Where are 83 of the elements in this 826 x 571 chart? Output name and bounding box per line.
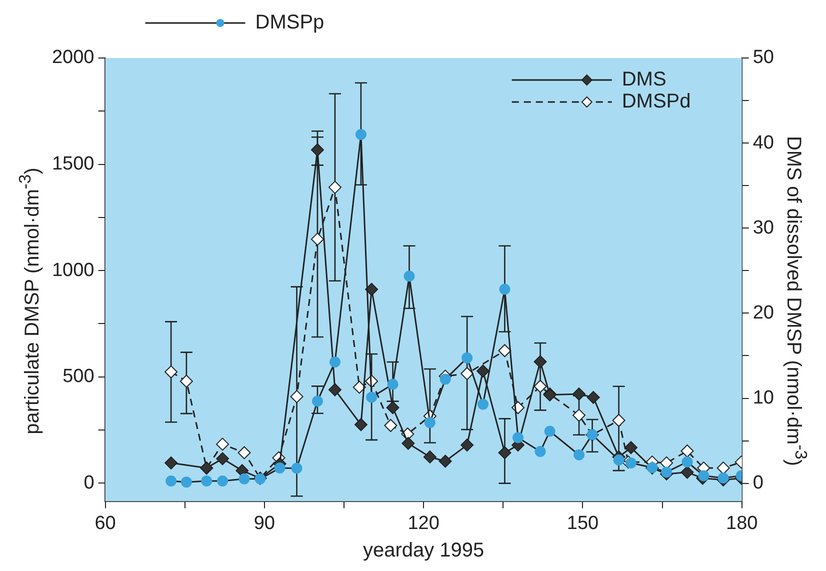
- legend-label: DMS: [622, 68, 666, 91]
- point: [499, 284, 510, 295]
- point: [680, 444, 694, 458]
- point: [328, 180, 342, 194]
- point: [534, 380, 547, 393]
- point: [291, 462, 302, 474]
- point: [440, 374, 451, 385]
- point: [274, 462, 286, 474]
- point: [355, 129, 366, 140]
- point: [387, 378, 398, 390]
- y2-tick-label: 30: [752, 217, 774, 238]
- point: [404, 270, 415, 282]
- point: [164, 365, 178, 378]
- point: [166, 476, 177, 487]
- point: [328, 383, 342, 396]
- point: [384, 418, 398, 432]
- x-tick-label: 180: [726, 512, 758, 534]
- point: [386, 401, 400, 414]
- point: [354, 418, 368, 432]
- point: [180, 374, 193, 388]
- x-tick-label: 60: [94, 512, 116, 534]
- point: [574, 449, 585, 460]
- point: [290, 390, 304, 404]
- y2-tick-label: 20: [752, 302, 774, 324]
- point: [366, 392, 378, 403]
- point: [624, 441, 638, 454]
- point: [238, 446, 251, 460]
- point: [164, 456, 178, 470]
- point: [572, 388, 586, 401]
- point: [586, 390, 600, 404]
- point: [352, 380, 366, 394]
- x-tick-label: 120: [408, 512, 440, 534]
- point: [180, 476, 192, 488]
- point: [424, 417, 436, 428]
- point: [310, 143, 324, 156]
- point: [216, 452, 230, 466]
- point: [365, 282, 378, 296]
- y-tick-label: 1000: [52, 260, 94, 281]
- point: [312, 396, 323, 407]
- point: [612, 414, 626, 427]
- point: [201, 476, 212, 487]
- y-tick-label: 0: [84, 472, 94, 494]
- point: [661, 466, 672, 478]
- point: [462, 352, 473, 364]
- point: [402, 436, 415, 450]
- y2-tick-label: 50: [752, 47, 774, 68]
- y2-tick-label: 0: [752, 472, 764, 494]
- point: [460, 367, 474, 380]
- point: [716, 462, 730, 475]
- point: [660, 456, 674, 470]
- point: [512, 432, 524, 444]
- x-tick-label: 90: [254, 512, 275, 534]
- point: [460, 438, 474, 452]
- point: [572, 408, 586, 422]
- point: [329, 356, 340, 368]
- y-tick-label: 1500: [52, 154, 94, 175]
- point: [718, 472, 729, 484]
- point: [498, 446, 512, 460]
- point: [698, 470, 710, 482]
- point: [534, 355, 547, 368]
- y-tick-label: 2000: [52, 47, 94, 68]
- point: [217, 476, 228, 487]
- x-axis-title: yearday 1995: [362, 540, 484, 562]
- point: [682, 456, 693, 468]
- point: [476, 364, 490, 378]
- point: [216, 438, 230, 451]
- point: [477, 398, 488, 410]
- point: [613, 454, 624, 466]
- point: [625, 457, 636, 468]
- point: [438, 454, 452, 468]
- x-tick-label: 150: [566, 512, 599, 534]
- point: [238, 473, 250, 484]
- point: [423, 450, 436, 464]
- y2-tick-label: 40: [752, 132, 774, 154]
- point: [534, 446, 546, 457]
- legend-label: DMSPp: [255, 12, 324, 34]
- point: [680, 466, 694, 479]
- legend-label: DMSPd: [622, 90, 691, 113]
- y2-tick-label: 10: [752, 388, 774, 409]
- point: [310, 232, 324, 246]
- y-tick-label: 500: [62, 366, 94, 388]
- point: [498, 344, 512, 358]
- point: [544, 426, 556, 437]
